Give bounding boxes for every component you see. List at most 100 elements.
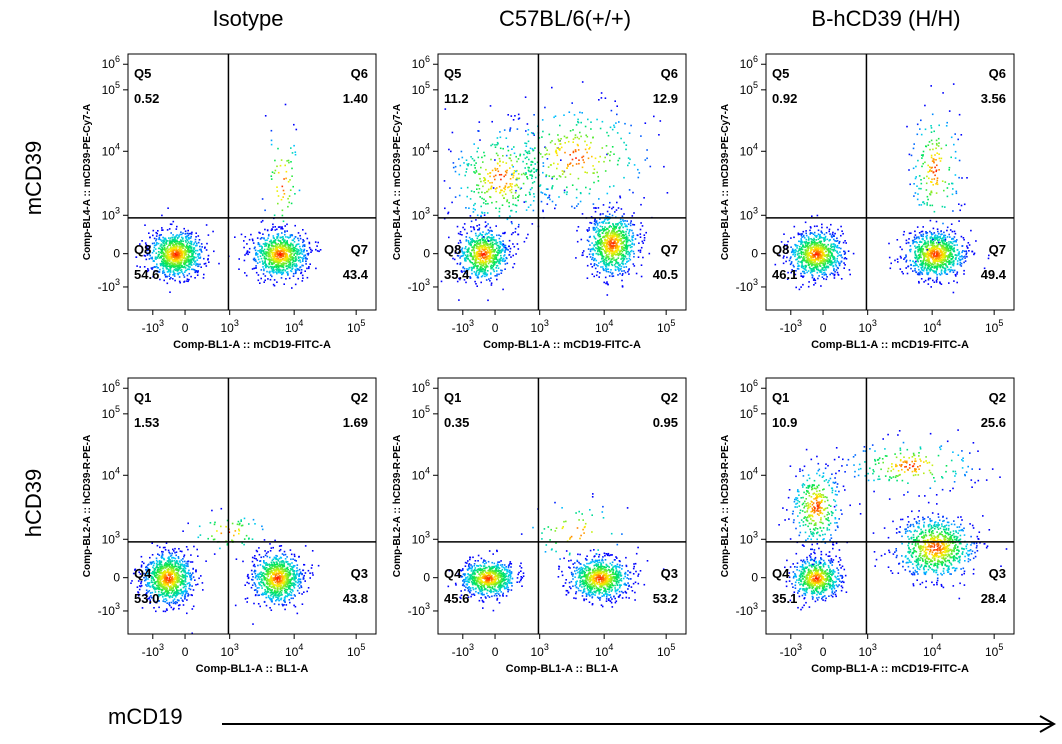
event-dot [568,111,571,113]
event-dot [532,167,535,170]
quadrant-name: Q5 [134,66,151,81]
event-dot [816,266,819,268]
event-dot [589,248,592,251]
event-dot [523,201,526,203]
event-dot [166,249,169,251]
event-dot [525,142,528,145]
event-dot [147,247,149,250]
event-dot [558,196,560,198]
event-dot [948,233,950,236]
event-dot [811,248,814,251]
event-dot [177,256,179,258]
event-dot [289,244,291,247]
event-dot [167,265,170,267]
event-dot [919,263,921,266]
event-dot [578,159,580,161]
event-dot [809,256,812,258]
event-dot [489,226,492,229]
event-dot [602,227,604,230]
event-dot [631,215,634,217]
event-dot [805,261,807,263]
event-dot [640,264,643,266]
event-dot [193,257,195,260]
event-dot [603,261,605,263]
event-dot [179,255,182,258]
event-dot [921,230,924,233]
event-dot [612,185,615,187]
event-dot [527,140,530,143]
event-dot [482,253,484,255]
event-dot [186,264,189,267]
event-dot [606,255,609,258]
event-dot [801,259,803,262]
column-title-isotype: Isotype [212,6,284,31]
event-dot [810,246,812,249]
event-dot [821,223,823,226]
event-dot [281,247,284,250]
event-dot [803,241,805,243]
event-dot [601,245,603,248]
event-dot [461,271,463,273]
event-dot [192,268,194,271]
event-dot [470,252,472,255]
event-dot [274,258,276,261]
event-dot [277,262,279,265]
event-dot [488,188,490,191]
event-dot [172,274,174,276]
event-dot [930,242,932,244]
event-dot [810,270,812,272]
event-dot [606,239,608,241]
event-dot [600,92,603,94]
event-dot [192,253,194,256]
event-dot [505,162,508,164]
event-dot [500,178,502,181]
event-dot [180,242,183,245]
event-dot [484,259,487,261]
quadrant-percentage: 54.6 [134,267,159,282]
event-dot [819,246,822,248]
event-dot [483,253,485,256]
event-dot [603,228,606,230]
event-dot [474,255,476,257]
event-dot [559,148,561,150]
event-dot [561,173,564,175]
event-dot [618,234,621,237]
event-dot [294,224,296,227]
event-dot [492,262,494,264]
event-dot [897,261,899,263]
event-dot [498,174,501,176]
event-dot [594,207,597,209]
event-dot [465,257,467,259]
event-dot [795,270,797,272]
event-dot [968,244,971,246]
event-dot [821,226,823,229]
event-dot [567,163,569,166]
event-dot [499,164,501,167]
event-dot [619,218,622,221]
event-dot [480,250,483,253]
event-dot [482,161,484,163]
event-dot [598,249,600,251]
event-dot [947,244,949,246]
event-dot [813,246,815,248]
event-dot [801,240,803,243]
event-dot [277,226,280,228]
event-dot [480,244,482,247]
event-dot [477,247,479,250]
event-dot [502,243,505,246]
event-dot [289,250,291,252]
event-dot [276,271,278,274]
event-dot [593,181,595,184]
event-dot [586,171,588,174]
event-dot [268,233,270,236]
event-dot [189,237,192,239]
event-dot [614,265,617,268]
event-dot [486,237,488,240]
event-dot [579,192,582,194]
event-dot [625,224,627,227]
event-dot [260,245,262,247]
event-dot [268,243,270,246]
event-dot [195,263,198,266]
event-dot [486,236,489,239]
event-dot [483,151,485,154]
